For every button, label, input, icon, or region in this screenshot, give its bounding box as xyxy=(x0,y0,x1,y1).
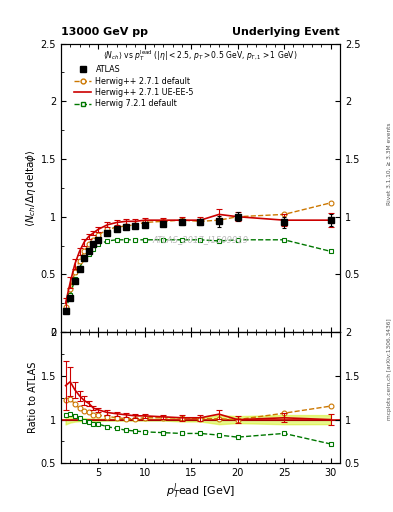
X-axis label: $p_T^l$ead [GeV]: $p_T^l$ead [GeV] xyxy=(166,481,235,501)
Text: 13000 GeV pp: 13000 GeV pp xyxy=(61,27,148,37)
Y-axis label: $\langle N_{ch} / \Delta\eta\,\mathrm{delta}\phi \rangle$: $\langle N_{ch} / \Delta\eta\,\mathrm{de… xyxy=(24,149,38,227)
Text: ATLAS_2017_I1509919: ATLAS_2017_I1509919 xyxy=(152,236,248,244)
Y-axis label: Ratio to ATLAS: Ratio to ATLAS xyxy=(28,362,38,434)
Text: Underlying Event: Underlying Event xyxy=(232,27,340,37)
Legend: ATLAS, Herwig++ 2.7.1 default, Herwig++ 2.7.1 UE-EE-5, Herwig 7.2.1 default: ATLAS, Herwig++ 2.7.1 default, Herwig++ … xyxy=(70,62,197,112)
Text: mcplots.cern.ch [arXiv:1306.3436]: mcplots.cern.ch [arXiv:1306.3436] xyxy=(387,318,392,419)
Text: $\langle N_{ch}\rangle$ vs $p_T^{\rm lead}$ ($|\eta|<2.5$, $p_T>0.5$ GeV, $p_{T,: $\langle N_{ch}\rangle$ vs $p_T^{\rm lea… xyxy=(103,48,298,63)
Text: Rivet 3.1.10, ≥ 3.3M events: Rivet 3.1.10, ≥ 3.3M events xyxy=(387,122,392,205)
